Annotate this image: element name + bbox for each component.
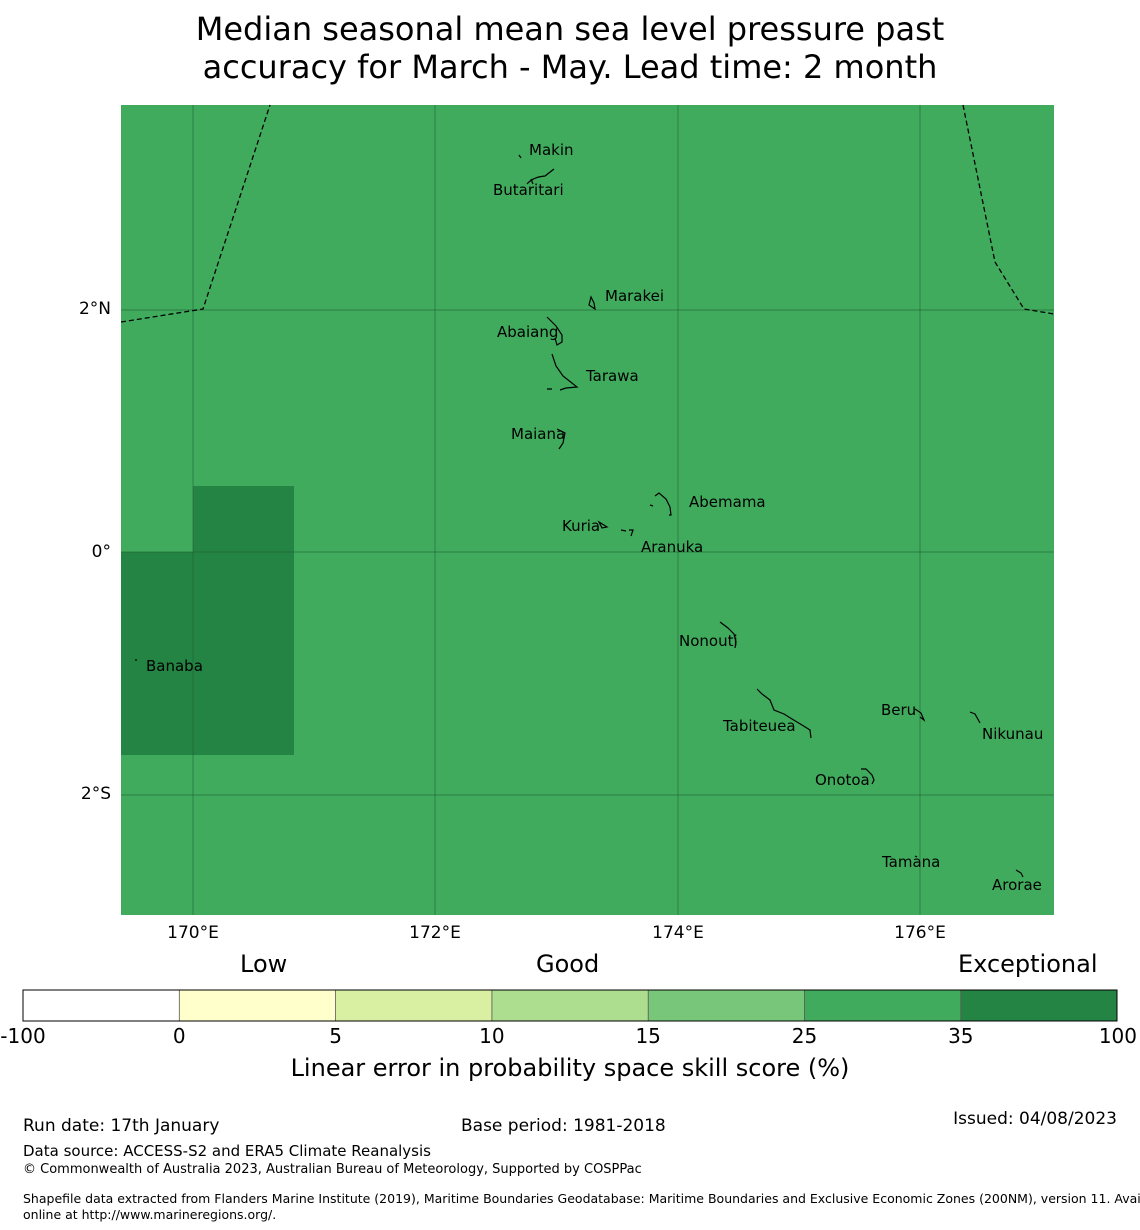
island-label-arorae: Arorae [992,876,1042,894]
tabiteuea-outline [756,688,812,739]
base-period: Base period: 1981-2018 [461,1116,666,1136]
butaritari-outline [526,168,555,185]
gridlines [121,105,1054,915]
shapefile-credit-line-2: online at http://www.marineregions.org/. [23,1207,277,1222]
marakei-outline [588,295,596,311]
island-outlines [135,154,1024,878]
issued-date: Issued: 04/08/2023 [953,1109,1117,1129]
island-label-maiana: Maiana [511,425,565,443]
colorbar-bin-3 [335,990,492,1021]
nikunau-outline [969,711,981,724]
colorbar-tick: 15 [635,1024,661,1048]
colorbar-bin-1 [23,990,180,1021]
colorbar-tick: 100 [1098,1024,1137,1048]
island-label-makin: Makin [529,141,574,159]
run-date: Run date: 17th January [23,1116,220,1136]
abemama-outline [649,492,672,516]
beru-outline [914,708,926,722]
tarawa-outline [547,353,579,391]
colorbar-tick: 35 [948,1024,974,1048]
maiana-outline [556,428,566,450]
island-label-tabiteuea: Tabiteuea [722,717,796,735]
abaiang-outline [546,316,563,346]
colorbar-bin-6 [804,990,961,1021]
colorbar-bin-5 [648,990,805,1021]
eez-boundary-west [120,104,271,323]
nonouti-outline [719,621,737,649]
colorbar-tick: 25 [791,1024,818,1048]
legend-category-low: Low [240,950,288,978]
title-line-2: accuracy for March - May. Lead time: 2 m… [202,48,938,86]
island-label-nonouti: Nonouti [679,632,738,650]
lat-label-2n: 2°N [78,299,111,319]
island-label-beru: Beru [881,701,916,719]
lon-label-170e: 170°E [167,923,219,943]
island-label-kuria: Kuria [562,517,600,535]
colorbar-tick: -100 [0,1024,46,1048]
high-skill-cell-upper [193,486,294,755]
lon-label-174e: 174°E [652,923,704,943]
island-label-butaritari: Butaritari [493,181,564,199]
colorbar-tick: 0 [172,1024,186,1048]
copyright: © Commonwealth of Australia 2023, Austra… [23,1162,642,1177]
island-label-nikunau: Nikunau [982,725,1043,743]
colorbar-tick: 10 [479,1024,505,1048]
island-label-onotoa: Onotoa [815,771,870,789]
onotoa-outline [861,768,875,785]
data-source: Data source: ACCESS-S2 and ERA5 Climate … [23,1142,431,1160]
island-label-abaiang: Abaiang [497,323,558,341]
colorbar-bin-2 [179,990,336,1021]
high-skill-cell-lower [121,552,193,755]
lat-label-equator: 0° [91,542,111,562]
legend-category-good: Good [536,950,600,978]
colorbar-frame [22,989,1118,1022]
island-label-marakei: Marakei [605,287,664,305]
kuria-outline [597,520,609,529]
eez-boundary-east [962,104,1055,315]
makin-outline [518,154,522,159]
arorae-outline [1015,869,1024,878]
island-label-banaba: Banaba [146,657,203,675]
title-line-1: Median seasonal mean sea level pressure … [195,10,945,48]
island-label-tarawa: Tarawa [585,367,639,385]
island-label-tamana: Tamana [881,853,940,871]
tamana-outline [914,855,918,858]
lat-label-2s: 2°S [80,784,111,804]
lon-label-172e: 172°E [409,923,461,943]
aranuka-outline [620,529,634,537]
colorbar-bin-7 [960,990,1117,1021]
colorbar-tick: 5 [329,1024,342,1048]
colorbar-title: Linear error in probability space skill … [290,1054,850,1082]
lon-label-176e: 176°E [894,923,946,943]
chart-title: Median seasonal mean sea level pressure … [0,10,1140,86]
shapefile-credit-line-1: Shapefile data extracted from Flanders M… [23,1191,1140,1206]
island-label-aranuka: Aranuka [641,538,703,556]
eez-boundaries [120,104,1055,323]
colorbar [22,989,1118,1022]
legend-category-exceptional: Exceptional [958,950,1098,978]
island-label-abemama: Abemama [689,493,766,511]
colorbar-bin-4 [491,990,649,1021]
